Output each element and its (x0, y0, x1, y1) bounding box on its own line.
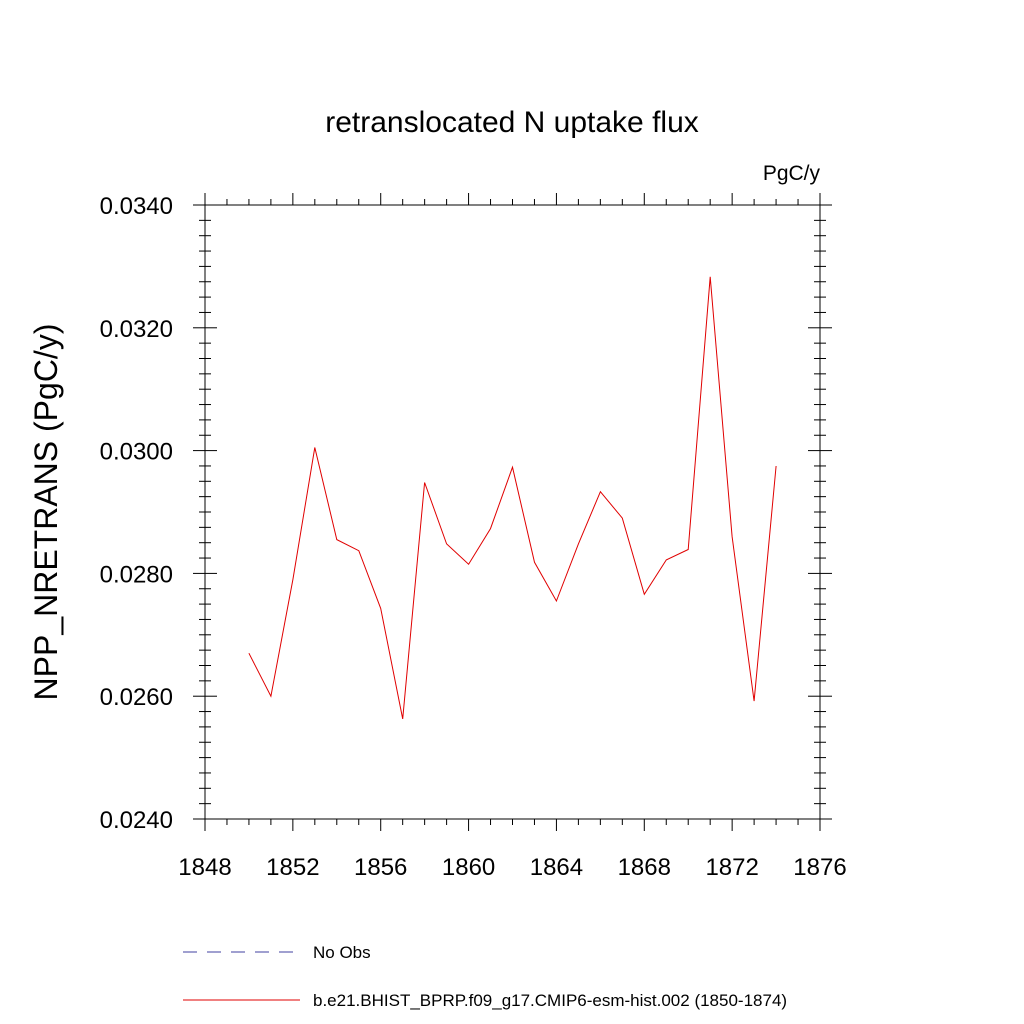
legend-label-1: b.e21.BHIST_BPRP.f09_g17.CMIP6-esm-hist.… (313, 991, 787, 1010)
y-tick-label: 0.0260 (100, 684, 173, 711)
chart-title: retranslocated N uptake flux (325, 106, 699, 139)
x-tick-label: 1856 (354, 854, 407, 881)
data-point (358, 550, 359, 551)
data-point (292, 579, 293, 580)
x-tick-label: 1864 (530, 854, 583, 881)
x-tick-label: 1868 (618, 854, 671, 881)
legend-label-0: No Obs (313, 943, 371, 962)
y-axis: 0.0240 0.0260 0.0280 0.0300 0.0320 0.0340 (100, 193, 832, 834)
data-point (270, 696, 271, 697)
x-tick-label: 1876 (793, 854, 846, 881)
x-tick-label: 1872 (705, 854, 758, 881)
y-tick-label: 0.0340 (100, 193, 173, 220)
data-point (600, 491, 601, 492)
data-point (336, 539, 337, 540)
y-tick-label: 0.0240 (100, 807, 173, 834)
data-point (666, 559, 667, 560)
y-axis-label: NPP_NRETRANS (PgC/y) (28, 324, 64, 701)
data-point (710, 276, 711, 277)
data-point (446, 543, 447, 544)
units-label: PgC/y (763, 162, 821, 185)
x-axis: 1848 1852 1856 1860 1864 1868 1872 1876 (178, 193, 847, 881)
series-layer (248, 276, 777, 719)
data-point (644, 594, 645, 595)
y-tick-label: 0.0280 (100, 561, 173, 588)
x-tick-label: 1860 (442, 854, 495, 881)
data-point (732, 536, 733, 537)
data-point (556, 600, 557, 601)
data-point (754, 701, 755, 702)
data-point (534, 562, 535, 563)
x-tick-label: 1848 (178, 854, 231, 881)
data-point (468, 564, 469, 565)
data-point (490, 528, 491, 529)
y-tick-label: 0.0300 (100, 439, 173, 466)
data-point (402, 718, 403, 719)
data-point (424, 482, 425, 483)
data-point (248, 653, 249, 654)
data-point (314, 447, 315, 448)
data-point (688, 549, 689, 550)
plot-frame (204, 204, 821, 820)
data-point (775, 465, 776, 466)
x-tick-label: 1852 (266, 854, 319, 881)
data-point (512, 467, 513, 468)
data-point (578, 543, 579, 544)
data-point (622, 518, 623, 519)
y-tick-label: 0.0320 (100, 316, 173, 343)
series-line-1 (248, 276, 777, 719)
legend: No Obs b.e21.BHIST_BPRP.f09_g17.CMIP6-esm… (183, 943, 787, 1010)
data-point (380, 608, 381, 609)
